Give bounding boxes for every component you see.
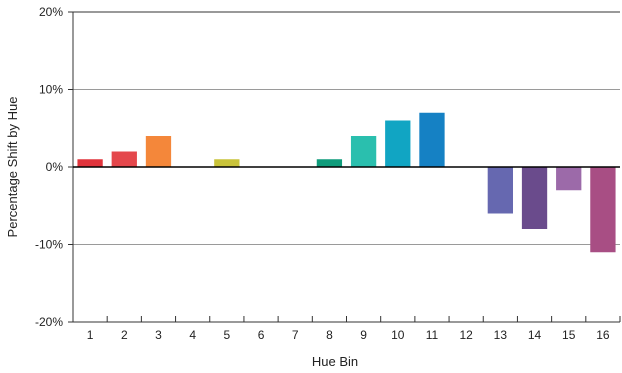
bar: [77, 159, 103, 167]
y-tick-label: -10%: [35, 238, 63, 252]
bar: [385, 120, 411, 167]
x-tick-label: 4: [189, 328, 196, 342]
x-tick-label: 2: [121, 328, 128, 342]
x-tick-label: 1: [87, 328, 94, 342]
bar: [419, 112, 445, 167]
bar: [214, 159, 240, 167]
x-tick-label: 9: [360, 328, 367, 342]
bar: [487, 167, 513, 214]
x-tick-label: 10: [391, 328, 405, 342]
bar: [556, 167, 582, 191]
x-tick-label: 12: [459, 328, 473, 342]
x-axis-title: Hue Bin: [312, 354, 358, 369]
x-tick-label: 13: [494, 328, 508, 342]
x-tick-label: 7: [292, 328, 299, 342]
x-tick-label: 11: [426, 328, 439, 342]
bar: [145, 136, 172, 167]
x-tick-label: 8: [326, 328, 333, 342]
bar: [350, 136, 377, 167]
tick-labels: -20%-10%0%10%20%1 2 3 4 5 6 7 8 9 10 11 12 13 14 15 16: [35, 5, 610, 342]
y-tick-label: 0%: [46, 160, 64, 174]
x-tick-label: 6: [258, 328, 265, 342]
y-tick-label: 10%: [39, 83, 63, 97]
y-axis-title: Percentage Shift by Hue: [5, 97, 20, 238]
x-tick-label: 15: [562, 328, 576, 342]
x-tick-label: 14: [528, 328, 542, 342]
axes: [68, 11, 621, 323]
bar: [316, 159, 343, 167]
x-tick-label: 5: [224, 328, 231, 342]
bar: [590, 167, 616, 253]
bars: [77, 112, 616, 253]
bar: [521, 167, 548, 229]
x-tick-label: 3: [155, 328, 162, 342]
x-tick-label: 16: [596, 328, 610, 342]
y-tick-label: -20%: [35, 315, 63, 329]
bar: [111, 151, 137, 167]
y-tick-label: 20%: [39, 5, 63, 19]
